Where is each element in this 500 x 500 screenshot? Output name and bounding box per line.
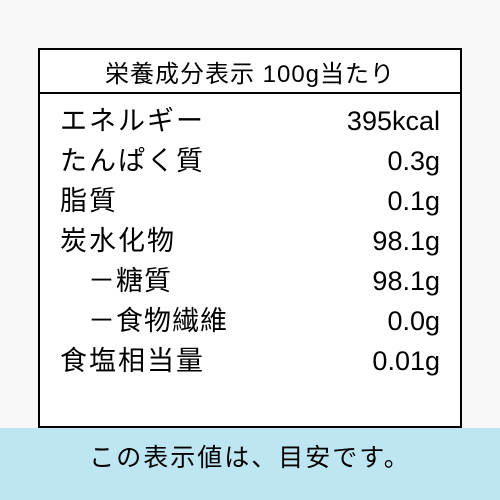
row-fat: 脂質 0.1g <box>60 182 440 222</box>
value-carbohydrate: 98.1g <box>372 222 440 262</box>
row-fiber: －食物繊維 0.0g <box>60 302 440 342</box>
value-sugar: 98.1g <box>372 262 440 302</box>
label-energy: エネルギー <box>60 102 205 142</box>
label-salt: 食塩相当量 <box>60 342 205 382</box>
value-protein: 0.3g <box>387 142 440 182</box>
row-salt: 食塩相当量 0.01g <box>60 342 440 382</box>
nutrition-panel: 栄養成分表示 100g当たり エネルギー 395kcal たんぱく質 0.3g … <box>38 48 462 428</box>
row-protein: たんぱく質 0.3g <box>60 142 440 182</box>
value-energy: 395kcal <box>347 102 440 142</box>
label-fat: 脂質 <box>60 182 118 222</box>
value-salt: 0.01g <box>372 342 440 382</box>
value-fat: 0.1g <box>387 182 440 222</box>
value-fiber: 0.0g <box>387 302 440 342</box>
label-carbohydrate: 炭水化物 <box>60 222 176 262</box>
nutrition-header: 栄養成分表示 100g当たり <box>40 50 460 94</box>
label-fiber: －食物繊維 <box>60 302 228 342</box>
label-protein: たんぱく質 <box>60 142 205 182</box>
row-energy: エネルギー 395kcal <box>60 102 440 142</box>
row-carbohydrate: 炭水化物 98.1g <box>60 222 440 262</box>
label-sugar: －糖質 <box>60 262 172 302</box>
nutrition-rows: エネルギー 395kcal たんぱく質 0.3g 脂質 0.1g 炭水化物 98… <box>40 94 460 382</box>
footnote: この表示値は、目安です。 <box>0 438 500 474</box>
row-sugar: －糖質 98.1g <box>60 262 440 302</box>
